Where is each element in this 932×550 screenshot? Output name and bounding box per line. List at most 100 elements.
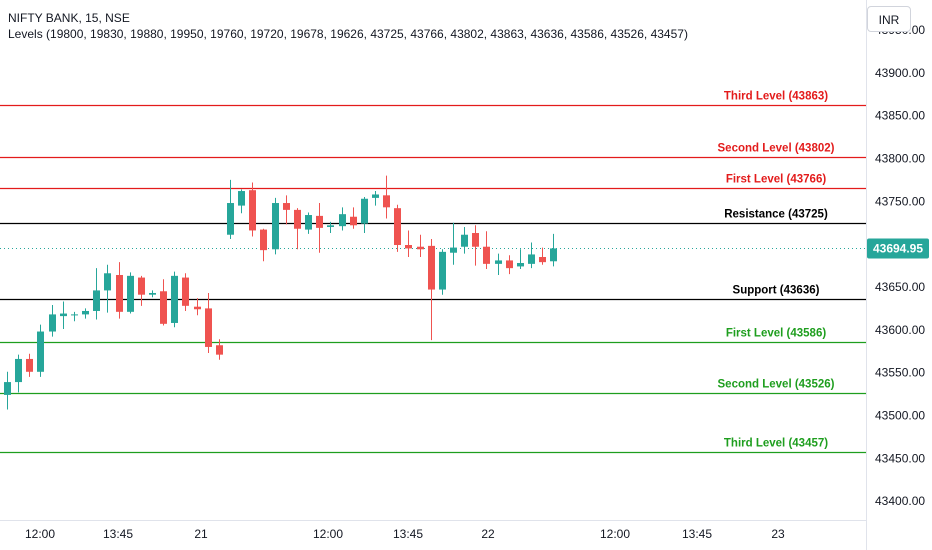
candles-layer	[4, 175, 557, 410]
candle	[60, 301, 67, 329]
symbol-title[interactable]: NIFTY BANK, 15, NSE	[8, 11, 130, 25]
candle	[260, 228, 267, 262]
candle-body	[60, 313, 67, 317]
x-tick-label: 12:00	[313, 527, 343, 541]
candle-body	[350, 216, 357, 226]
candle-body	[104, 273, 111, 291]
candle-body	[116, 274, 123, 312]
candle	[361, 197, 368, 234]
candle-body	[182, 277, 189, 306]
candle	[506, 255, 513, 275]
x-tick-label: 12:00	[25, 527, 55, 541]
candle-body	[4, 382, 11, 395]
candle-body	[439, 251, 446, 290]
candle-body	[82, 310, 89, 315]
candle-body	[249, 190, 256, 231]
candle	[327, 221, 334, 234]
level-label: First Level (43586)	[726, 328, 827, 340]
candle-body	[194, 306, 201, 310]
chart-legend: NIFTY BANK, 15, NSE Levels (19800, 19830…	[8, 10, 688, 42]
level-label: Third Level (43863)	[724, 91, 828, 103]
candle	[138, 275, 145, 306]
candle-body	[383, 195, 390, 208]
candle-body	[272, 203, 279, 250]
x-tick-label: 12:00	[600, 527, 630, 541]
candle-body	[405, 245, 412, 249]
candle	[26, 353, 33, 377]
last-price-tag-label: 43694.95	[873, 242, 923, 256]
candle	[495, 253, 502, 275]
candle-body	[15, 358, 22, 383]
candle-body	[49, 314, 56, 332]
candle	[238, 189, 245, 214]
candle-body	[138, 277, 145, 295]
candle	[517, 249, 524, 269]
candle	[428, 239, 435, 341]
candle	[160, 279, 167, 326]
candle	[417, 234, 424, 258]
candle-body	[483, 246, 490, 264]
candle	[104, 264, 111, 313]
candle	[316, 203, 323, 253]
candle	[461, 227, 468, 254]
y-tick-label: 43900.00	[875, 66, 925, 80]
candle-body	[127, 275, 134, 312]
candle	[272, 197, 279, 255]
candle	[205, 292, 212, 353]
candle	[394, 204, 401, 252]
indicator-legend[interactable]: Levels (19800, 19830, 19880, 19950, 1976…	[8, 27, 688, 41]
y-tick-label: 43850.00	[875, 109, 925, 123]
level-label: Second Level (43526)	[718, 379, 835, 391]
candle	[283, 195, 290, 225]
candle	[405, 230, 412, 258]
candle	[116, 262, 123, 319]
candle-body	[283, 203, 290, 210]
candle-body	[37, 331, 44, 372]
candle	[294, 208, 301, 250]
y-tick-label: 43750.00	[875, 194, 925, 208]
candle-body	[394, 208, 401, 246]
candle-body	[339, 214, 346, 227]
candle	[82, 308, 89, 319]
candle	[15, 354, 22, 393]
y-tick-label: 43650.00	[875, 280, 925, 294]
candle-body	[372, 194, 379, 198]
candle-body	[294, 209, 301, 229]
candle-body	[260, 229, 267, 251]
x-tick-label: 21	[194, 527, 208, 541]
candle	[249, 182, 256, 237]
candle-body	[26, 358, 33, 372]
last-price-tag-bg	[867, 238, 929, 259]
candle-body	[305, 215, 312, 230]
candle	[227, 179, 234, 240]
candle-body	[316, 215, 323, 228]
candle	[71, 311, 78, 322]
candle	[528, 242, 535, 269]
candle-body	[149, 292, 156, 295]
currency-button[interactable]: INR	[867, 6, 911, 32]
x-tick-label: 22	[481, 527, 495, 541]
candle	[450, 222, 457, 265]
candle-body	[450, 247, 457, 253]
level-label: Second Level (43802)	[718, 143, 835, 155]
candle-body	[216, 345, 223, 355]
level-label: Support (43636)	[733, 285, 820, 297]
candle	[149, 290, 156, 298]
candle-body	[171, 275, 178, 323]
candle	[383, 175, 390, 219]
candle-body	[517, 262, 524, 267]
candle	[472, 225, 479, 266]
y-tick-label: 43500.00	[875, 408, 925, 422]
candle	[194, 298, 201, 316]
y-tick-label: 43550.00	[875, 366, 925, 380]
candle	[550, 233, 557, 267]
candle-body	[93, 290, 100, 311]
candle-body	[539, 257, 546, 263]
candle-body	[472, 233, 479, 247]
candle-body	[327, 225, 334, 228]
x-tick-label: 23	[771, 527, 785, 541]
candle	[182, 273, 189, 311]
candle	[305, 212, 312, 234]
